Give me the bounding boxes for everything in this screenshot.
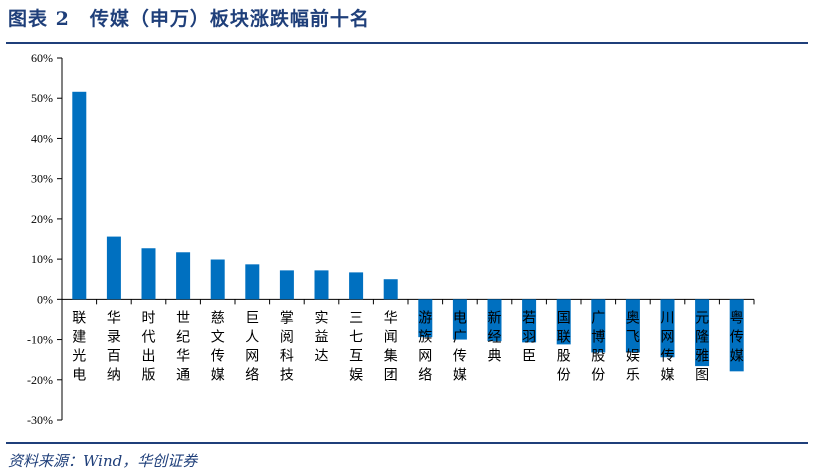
category-label: 国联股份: [557, 310, 571, 383]
y-tick-label: 0%: [37, 292, 53, 306]
category-label: 联建光电: [72, 310, 86, 383]
bar: [487, 299, 502, 342]
bar: [418, 299, 433, 338]
category-label: 慈文传媒: [211, 310, 225, 383]
bar: [314, 270, 329, 300]
category-label: 实益达: [315, 310, 329, 364]
y-tick-label: 60%: [31, 51, 53, 65]
category-label: 华闻集团: [384, 310, 398, 383]
bar: [522, 299, 537, 343]
bar: [660, 299, 675, 358]
category-label: 时代出版: [142, 310, 156, 383]
category-label: 电广传媒: [453, 310, 467, 383]
bar: [141, 248, 156, 300]
bar: [106, 236, 121, 300]
bar: [556, 299, 571, 345]
y-tick-label: 40%: [31, 131, 53, 145]
bar: [72, 91, 87, 300]
category-label: 世纪华通: [176, 310, 190, 383]
category-label: 奥飞娱乐: [626, 309, 640, 383]
y-tick-label: 20%: [31, 212, 53, 226]
bar: [279, 270, 294, 300]
y-tick-label: -30%: [27, 413, 53, 427]
bar: [695, 299, 710, 367]
bar: [245, 264, 260, 300]
category-label: 新经典: [488, 310, 502, 364]
bar: [210, 259, 225, 300]
bar: [176, 252, 191, 300]
category-label: 三七互娱: [349, 310, 363, 383]
bar: [729, 299, 744, 372]
y-tick-label: 50%: [31, 91, 53, 105]
y-tick-label: 30%: [31, 172, 53, 186]
category-label: 巨人网络: [245, 310, 259, 383]
category-label: 元隆雅图: [695, 310, 709, 383]
bar: [452, 299, 467, 340]
figure-title: 图表 2 传媒（申万）板块涨跌幅前十名: [8, 8, 370, 30]
category-label: 掌阅科技: [280, 310, 294, 383]
category-label: 若羽臣: [522, 310, 536, 364]
category-label: 粤传媒: [730, 310, 744, 364]
category-label: 华录百纳: [107, 310, 121, 383]
y-tick-label: -10%: [27, 333, 53, 347]
title-divider: [6, 42, 808, 44]
bar: [591, 299, 606, 353]
y-tick-label: 10%: [31, 252, 53, 266]
footer-divider: [6, 442, 808, 444]
category-label: 游族网络: [418, 310, 432, 383]
category-label: 川网传媒: [661, 310, 675, 383]
bar: [383, 279, 398, 300]
category-label: 广博股份: [591, 310, 605, 383]
bar: [625, 299, 640, 353]
source-note: 资料来源：Wind，华创证券: [8, 452, 198, 470]
bar: [349, 272, 364, 300]
y-tick-label: -20%: [27, 373, 53, 387]
